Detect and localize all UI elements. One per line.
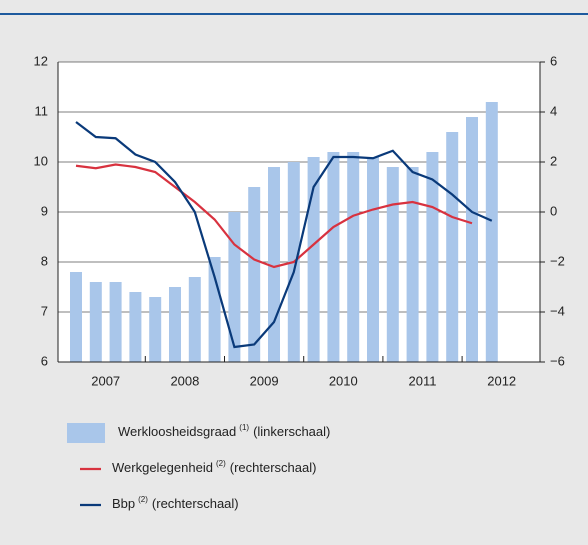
bar	[248, 187, 261, 362]
bar	[89, 282, 102, 362]
bar	[446, 132, 459, 362]
legend-label: Bbp (2) (rechterschaal)	[112, 495, 239, 511]
legend-label: Werkloosheidsgraad (1) (linkerschaal)	[118, 423, 330, 439]
y2-tick-label: 0	[550, 203, 557, 218]
legend-scale: (linkerschaal)	[253, 424, 330, 439]
bar	[466, 117, 478, 362]
y-tick-label: 8	[41, 253, 48, 268]
bar	[327, 152, 340, 362]
bar	[307, 157, 320, 362]
x-tick-label: 2010	[329, 373, 358, 388]
legend-note: (2)	[216, 459, 226, 468]
x-tick-label: 2012	[487, 373, 516, 388]
bar	[188, 277, 201, 362]
bar	[406, 167, 419, 362]
legend-note: (1)	[239, 423, 249, 432]
bar	[426, 152, 439, 362]
line	[75, 163, 473, 269]
x-tick-label: 2008	[170, 373, 199, 388]
legend-scale: (rechterschaal)	[152, 496, 239, 511]
bar	[70, 272, 82, 362]
y2-tick-label: −4	[550, 303, 565, 318]
x-tick-label: 2009	[250, 373, 279, 388]
bar	[169, 287, 181, 362]
y-tick-label: 9	[41, 203, 48, 218]
y-tick-label: 10	[34, 153, 48, 168]
legend-name: Bbp	[112, 496, 135, 511]
legend-name: Werkgelegenheid	[112, 460, 213, 475]
bar	[367, 157, 379, 362]
bar	[347, 152, 360, 362]
y-tick-label: 11	[35, 103, 49, 118]
bar	[129, 292, 142, 362]
y2-tick-label: 6	[550, 53, 557, 68]
legend-scale: (rechterschaal)	[230, 460, 317, 475]
x-tick-label: 2007	[91, 373, 120, 388]
legend-name: Werkloosheidsgraad	[118, 424, 236, 439]
bar	[149, 297, 162, 362]
x-tick-label: 2011	[409, 373, 437, 388]
bar	[109, 282, 122, 362]
bar	[485, 102, 498, 362]
legend-swatch	[67, 423, 105, 443]
y-tick-label: 6	[41, 353, 48, 368]
line	[75, 121, 493, 349]
bar	[386, 167, 399, 362]
bar	[228, 212, 241, 362]
bar	[208, 257, 221, 362]
y-tick-label: 12	[34, 53, 48, 68]
y2-tick-label: 2	[550, 153, 557, 168]
y-tick-label: 7	[41, 303, 48, 318]
y2-tick-label: −2	[550, 253, 565, 268]
legend-label: Werkgelegenheid (2) (rechterschaal)	[112, 459, 316, 475]
y2-tick-label: −6	[550, 353, 565, 368]
legend-note: (2)	[138, 495, 148, 504]
y2-tick-label: 4	[550, 103, 557, 118]
